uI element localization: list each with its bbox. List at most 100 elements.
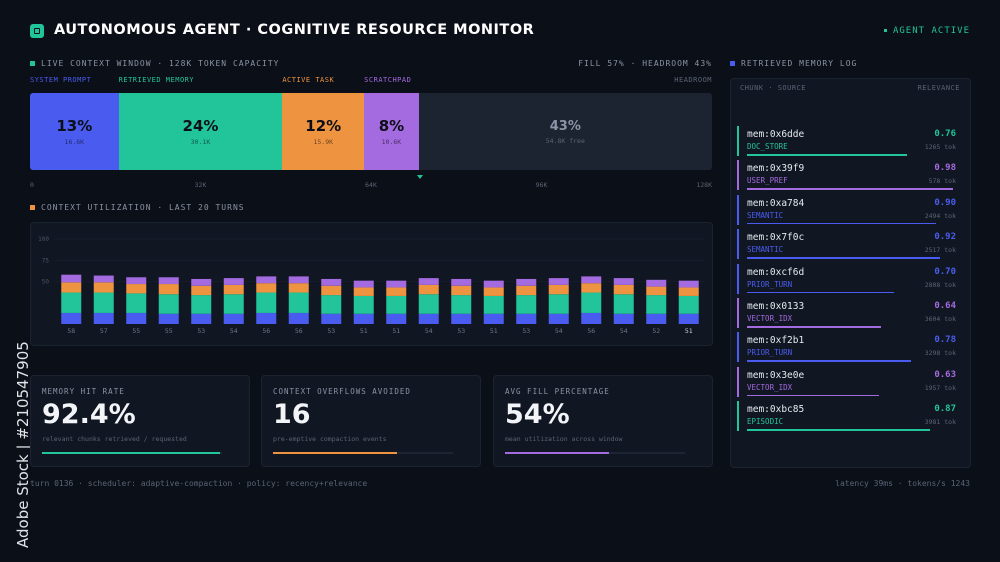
card-note: relevant chunks retrieved / requested (42, 435, 187, 443)
memory-id: mem:0xbc85 (747, 404, 805, 416)
column-header: RELEVANCE (917, 84, 960, 92)
bar-total: 56 (262, 327, 270, 335)
bar-segment (93, 292, 114, 313)
bar-total: 54 (425, 327, 433, 335)
bar-segment (158, 313, 179, 324)
section-dot (30, 205, 35, 210)
relevance-bar (747, 257, 941, 259)
segment-percent: 8% (378, 117, 405, 135)
axis-label: 32K (194, 181, 207, 189)
memory-source: SEMANTIC (747, 210, 784, 220)
memory-tokens: 2494 tok (924, 211, 956, 220)
bar-segment (483, 295, 504, 314)
bar-segment (418, 313, 439, 324)
bar-segment (451, 313, 472, 324)
bar-segment (223, 313, 244, 324)
bar-segment (61, 312, 82, 324)
bar-segment (256, 276, 277, 284)
bar-segment (126, 293, 147, 313)
memory-id: mem:0xcf6d (747, 266, 805, 278)
memory-relevance: 0.92 (934, 232, 956, 243)
memory-accent (737, 160, 739, 191)
bar-total: 52 (652, 327, 660, 335)
segment: 12% 15.9K (282, 93, 365, 170)
bar-segment (646, 279, 667, 287)
memory-tokens: 1957 tok (924, 383, 956, 392)
bar-total: 55 (132, 327, 140, 335)
bar-segment (256, 283, 277, 293)
segment-tokens: 54.8K free (545, 136, 585, 145)
section-text: CONTEXT UTILIZATION · LAST 20 TURNS (41, 203, 245, 212)
segment-tokens: 30.1K (190, 138, 211, 146)
segment-percent: 13% (56, 117, 93, 135)
fill-marker (417, 175, 423, 179)
y-tick-label: 100 (38, 236, 49, 243)
bar-segment (321, 285, 342, 296)
card (493, 375, 713, 467)
bar-segment (386, 295, 407, 314)
bar-segment (678, 295, 699, 314)
bar-total: 54 (620, 327, 628, 335)
bar-total: 57 (100, 327, 108, 335)
bar-segment (386, 287, 407, 296)
memory-tokens: 3981 tok (924, 418, 956, 427)
card-note: mean utilization across window (505, 435, 623, 443)
bar-segment (93, 282, 114, 293)
bar-segment (483, 280, 504, 288)
relevance-bar (747, 188, 953, 190)
bar-total: 54 (230, 327, 238, 335)
bar-total: 53 (522, 327, 530, 335)
bar-segment (61, 274, 82, 283)
bar-segment (126, 312, 147, 324)
bar-segment (61, 282, 82, 293)
memory-id: mem:0xf2b1 (747, 335, 805, 347)
bar-segment (451, 295, 472, 314)
memory-tokens: 2808 tok (924, 280, 956, 289)
memory-relevance: 0.64 (934, 301, 956, 311)
bar-segment (288, 312, 309, 324)
card-label: CONTEXT OVERFLOWS AVOIDED (273, 387, 411, 396)
bar-segment (321, 313, 342, 324)
card-value: 54% (505, 399, 570, 430)
bar-total: 51 (685, 327, 693, 335)
bar-segment (613, 278, 634, 285)
bar-segment (353, 295, 374, 314)
bar-segment (483, 313, 504, 324)
memory-id: mem:0x3e0e (747, 369, 805, 381)
bar-segment (646, 313, 667, 324)
bar-segment (451, 278, 472, 286)
memory-accent (737, 263, 739, 294)
segment-tokens: 15.9K (313, 138, 334, 146)
bar-segment (353, 287, 374, 296)
bar-segment (353, 313, 374, 324)
memory-accent (737, 126, 739, 156)
status: AGENT ACTIVE (883, 26, 970, 36)
bar-segment (613, 313, 634, 324)
bar-segment (548, 313, 569, 324)
bar-segment (256, 292, 277, 313)
fill-summary: FILL 57% · HEADROOM 43% (578, 59, 712, 68)
bar-segment (223, 278, 244, 285)
memory-accent (737, 366, 739, 397)
bar-segment (418, 278, 439, 285)
bar-segment (516, 285, 537, 296)
y-tick-label: 50 (42, 279, 50, 286)
memory-relevance: 0.70 (934, 266, 956, 277)
bar-segment (126, 284, 147, 294)
bar-total: 53 (197, 327, 205, 335)
memory-relevance: 0.98 (934, 163, 956, 174)
bar-segment (581, 283, 602, 293)
memory-tokens: 578 tok (928, 177, 956, 186)
section-dot (730, 61, 735, 66)
bar-segment (93, 275, 114, 283)
section-text: LIVE CONTEXT WINDOW · 128K TOKEN CAPACIT… (41, 59, 280, 68)
bar-segment (321, 278, 342, 286)
segment: 43% 54.8K free (418, 93, 712, 170)
axis-label: 128K (696, 181, 712, 189)
bar-segment (516, 278, 537, 286)
memory-source: DOC_STORE (747, 142, 788, 151)
memory-id: mem:0xa784 (747, 197, 805, 209)
segment-percent: 12% (305, 117, 342, 135)
